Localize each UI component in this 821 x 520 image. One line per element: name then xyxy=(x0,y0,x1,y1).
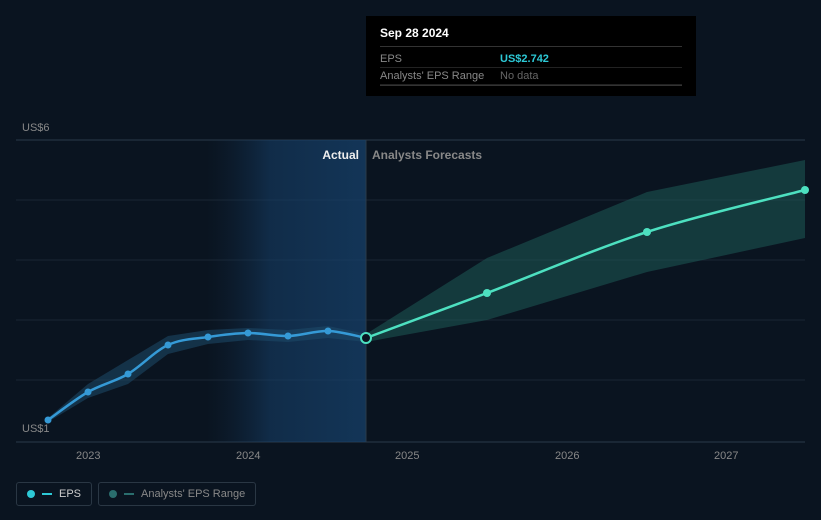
tooltip-row-eps: EPS US$2.742 xyxy=(380,51,682,68)
legend-label: EPS xyxy=(59,488,81,500)
tooltip-value: US$2.742 xyxy=(500,53,549,65)
legend-item-eps[interactable]: EPS xyxy=(16,482,92,506)
legend-line-icon xyxy=(42,493,52,495)
y-axis-tick-label: US$6 xyxy=(22,122,50,134)
eps-forecast-chart: US$6 US$1 2023 2024 2025 2026 2027 Actua… xyxy=(0,0,821,520)
tooltip-highlight-point xyxy=(361,333,371,343)
x-axis-tick-label: 2026 xyxy=(555,450,579,462)
x-axis-tick-label: 2024 xyxy=(236,450,260,462)
actual-region-shade xyxy=(206,140,366,442)
tooltip-label: EPS xyxy=(380,53,500,65)
x-axis-tick-label: 2027 xyxy=(714,450,738,462)
tooltip-value: No data xyxy=(500,70,539,82)
x-axis-tick-label: 2025 xyxy=(395,450,419,462)
y-axis-tick-label: US$1 xyxy=(22,423,50,435)
legend-item-range[interactable]: Analysts' EPS Range xyxy=(98,482,256,506)
tooltip-row-range: Analysts' EPS Range No data xyxy=(380,68,682,85)
tooltip-divider xyxy=(380,85,682,86)
tooltip-label: Analysts' EPS Range xyxy=(380,70,500,82)
legend-marker-icon xyxy=(27,490,35,498)
actual-region-label: Actual xyxy=(322,148,359,162)
x-axis-tick-label: 2023 xyxy=(76,450,100,462)
chart-legend: EPS Analysts' EPS Range xyxy=(16,482,256,506)
tooltip-date: Sep 28 2024 xyxy=(380,26,682,47)
chart-tooltip: Sep 28 2024 EPS US$2.742 Analysts' EPS R… xyxy=(366,16,696,96)
legend-marker-icon xyxy=(109,490,117,498)
legend-line-icon xyxy=(124,493,134,495)
legend-label: Analysts' EPS Range xyxy=(141,488,245,500)
forecast-region-label: Analysts Forecasts xyxy=(372,148,482,162)
